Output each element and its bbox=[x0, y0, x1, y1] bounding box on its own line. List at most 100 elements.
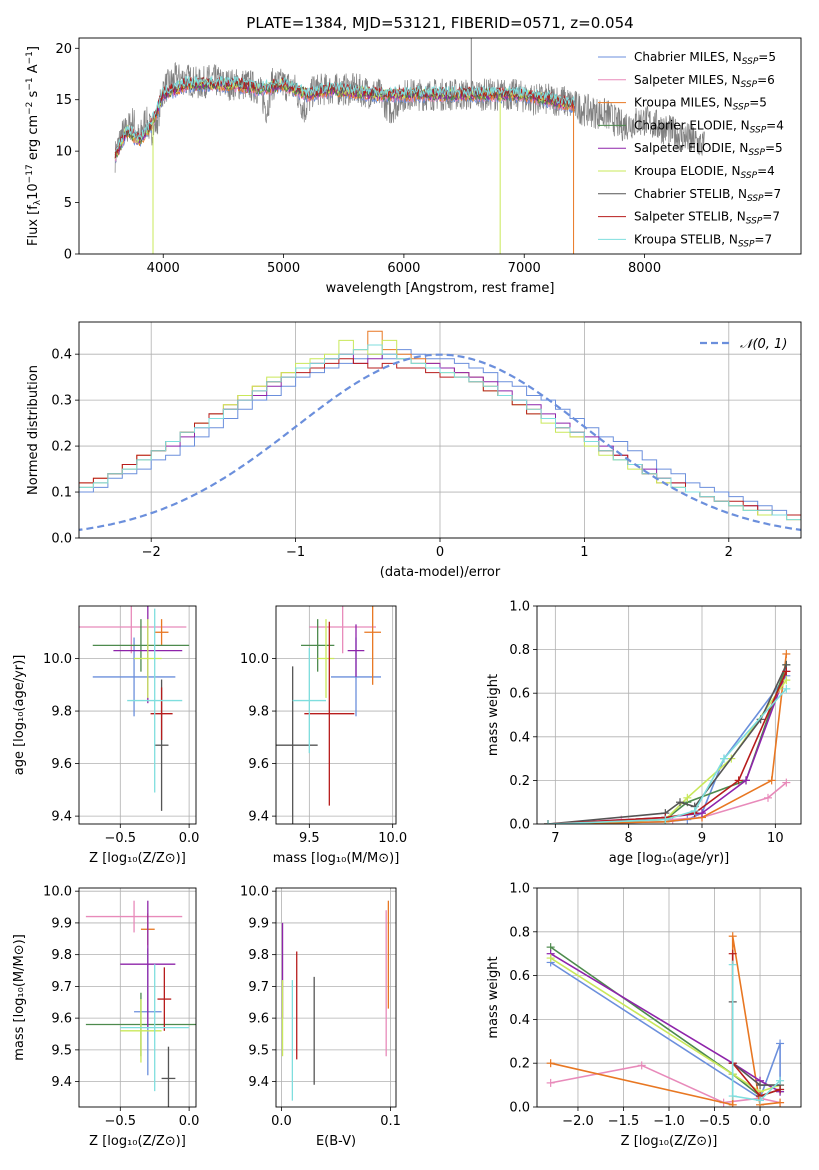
mass-vs-EBV-plot-area bbox=[281, 900, 390, 1101]
legend-count: =4 bbox=[766, 118, 784, 132]
tick-label-y: 10.0 bbox=[240, 652, 269, 667]
weight-line bbox=[547, 671, 788, 824]
ylabel-part: λ bbox=[33, 199, 43, 205]
tick-label-x: −0.5 bbox=[699, 1114, 731, 1129]
ylabel-part: Flux [f bbox=[26, 205, 41, 246]
mass-vs-EBV-panel: 0.0 0.1 9.4 9.5 9.6 9.7 9.8 9.9 10.0 E(B-V) bbox=[240, 885, 401, 1149]
normal-reference-curve bbox=[79, 353, 801, 532]
tick-label-x: −2.0 bbox=[562, 1114, 594, 1129]
tick-label-y: 10.0 bbox=[43, 885, 72, 900]
tick-label-x: −0.5 bbox=[105, 831, 137, 846]
axis-label-y: Normed distribution bbox=[26, 365, 41, 495]
tick-label-x: 0.0 bbox=[271, 1114, 292, 1129]
tick-label-x: 4000 bbox=[147, 261, 180, 276]
ylabel-part: −1 bbox=[25, 51, 35, 64]
age-vs-Z-plot-area bbox=[79, 606, 190, 811]
tick-label-y: 9.9 bbox=[51, 916, 72, 931]
tick-label-y: 0.2 bbox=[509, 774, 530, 789]
legend-label: Kroupa MILES, NSSP=5 bbox=[634, 96, 767, 113]
tick-label-y: 10.0 bbox=[240, 885, 269, 900]
tick-label-y: 1.0 bbox=[509, 600, 530, 615]
mass-vs-Z-panel: −0.5 0.0 9.4 9.5 9.6 9.7 9.8 9.9 10.0 Z [log₁₀(Z/… bbox=[12, 885, 199, 1149]
weight-line bbox=[547, 664, 788, 824]
tick-label-x: 0.1 bbox=[380, 1114, 401, 1129]
legend-subscript: SSP bbox=[742, 57, 759, 67]
legend-label: 𝒩(0, 1) bbox=[740, 337, 787, 352]
tick-label-y: 10.0 bbox=[43, 652, 72, 667]
legend-subscript: SSP bbox=[733, 103, 750, 113]
legend-label: Salpeter STELIB, NSSP=7 bbox=[634, 210, 780, 227]
tick-label-x: 1 bbox=[580, 545, 588, 560]
axes-frame bbox=[78, 321, 802, 539]
tick-label-y: 9.8 bbox=[248, 948, 269, 963]
axes-frame bbox=[78, 887, 197, 1108]
weight-line bbox=[550, 953, 781, 1093]
weight-line bbox=[550, 961, 781, 1100]
figure-title: PLATE=1384, MJD=53121, FIBERID=0571, z=0… bbox=[246, 14, 633, 32]
legend-text: Kroupa STELIB, N bbox=[634, 232, 738, 246]
mass-vs-Z-plot-area bbox=[85, 900, 196, 1107]
tick-label-y: 9.6 bbox=[248, 757, 269, 772]
tick-label-y: 9.7 bbox=[248, 980, 269, 995]
tick-label-x: 7 bbox=[551, 831, 559, 846]
ylabel-part: A bbox=[26, 64, 41, 77]
tick-label-y: 5 bbox=[64, 196, 72, 211]
tick-label-x: −1 bbox=[286, 545, 305, 560]
legend-count: =5 bbox=[765, 141, 783, 155]
legend-label: Salpeter ELODIE, NSSP=5 bbox=[634, 141, 783, 158]
legend-label: Kroupa STELIB, NSSP=7 bbox=[634, 232, 772, 249]
tick-label-x: 5000 bbox=[267, 261, 300, 276]
tick-label-y: 9.4 bbox=[248, 810, 269, 825]
legend-label: Chabrier ELODIE, NSSP=4 bbox=[634, 118, 784, 135]
ylabel-part: erg cm bbox=[26, 115, 41, 164]
tick-label-y: 9.4 bbox=[51, 810, 72, 825]
tick-label-y: 0.0 bbox=[51, 532, 72, 547]
tick-label-x: 9.5 bbox=[299, 831, 320, 846]
axis-label-x: mass [log₁₀(M/M⊙)] bbox=[273, 851, 400, 866]
tick-label-y: 9.8 bbox=[51, 948, 72, 963]
tick-label-x: 0.0 bbox=[179, 1114, 200, 1129]
axis-label-y: age [log₁₀(age/yr)] bbox=[12, 655, 27, 776]
residuals-panel: −2 −1 0 1 2 0.0 0.1 0.2 0.3 0.4 (data-model)/error… bbox=[26, 321, 802, 580]
tick-label-y: 0.0 bbox=[509, 1101, 530, 1116]
legend-subscript: SSP bbox=[741, 171, 758, 181]
axis-label-y: mass weight bbox=[486, 956, 501, 1038]
weight-vs-age-plot-area bbox=[544, 649, 791, 824]
tick-label-x: 2 bbox=[725, 545, 733, 560]
model-spectrum bbox=[114, 77, 575, 160]
tick-label-x: −0.5 bbox=[105, 1114, 137, 1129]
tick-label-y: 15 bbox=[55, 93, 72, 108]
ylabel-part: 10 bbox=[26, 183, 41, 200]
ylabel-part: ] bbox=[26, 46, 41, 51]
legend-subscript: SSP bbox=[738, 239, 755, 249]
tick-label-x: 0.0 bbox=[179, 831, 200, 846]
weight-vs-Z-plot-area bbox=[546, 932, 785, 1107]
ylabel-part: −1 bbox=[25, 77, 35, 90]
tick-label-x: 9 bbox=[698, 831, 706, 846]
axis-label-x: Z [log₁₀(Z/Z⊙)] bbox=[89, 851, 186, 866]
legend-count: =5 bbox=[758, 50, 776, 64]
residual-histogram bbox=[79, 344, 801, 521]
tick-label-y: 9.9 bbox=[248, 916, 269, 931]
legend-text: Salpeter MILES, N bbox=[634, 73, 741, 87]
residuals-plot-area bbox=[79, 330, 801, 532]
axes-frame bbox=[275, 605, 397, 825]
weight-vs-age-panel: 7 8 9 10 0.0 0.2 0.4 0.6 0.8 1.0 age [log₁₀(age/yr… bbox=[486, 600, 802, 866]
legend-label: Chabrier MILES, NSSP=5 bbox=[634, 50, 776, 67]
spectrum-plot-area bbox=[114, 38, 705, 254]
tick-label-y: 0 bbox=[64, 248, 72, 263]
legend-text: Kroupa MILES, N bbox=[634, 96, 733, 110]
axes-frame bbox=[78, 37, 802, 255]
tick-label-y: 9.5 bbox=[51, 1043, 72, 1058]
legend-count: =7 bbox=[754, 232, 772, 246]
model-spectrum bbox=[115, 75, 575, 152]
axis-label-x: (data-model)/error bbox=[380, 565, 501, 580]
tick-label-x: 10.0 bbox=[378, 831, 407, 846]
spectrum-panel: 4000 5000 6000 7000 8000 0 5 10 15 20 wavelength [… bbox=[25, 37, 802, 296]
weight-line bbox=[731, 964, 781, 1102]
tick-label-y: 20 bbox=[55, 42, 72, 57]
legend-subscript: SSP bbox=[746, 217, 763, 227]
tick-label-y: 9.4 bbox=[248, 1075, 269, 1090]
axis-label-x: age [log₁₀(age/yr)] bbox=[609, 851, 730, 866]
tick-label-x: 6000 bbox=[387, 261, 420, 276]
